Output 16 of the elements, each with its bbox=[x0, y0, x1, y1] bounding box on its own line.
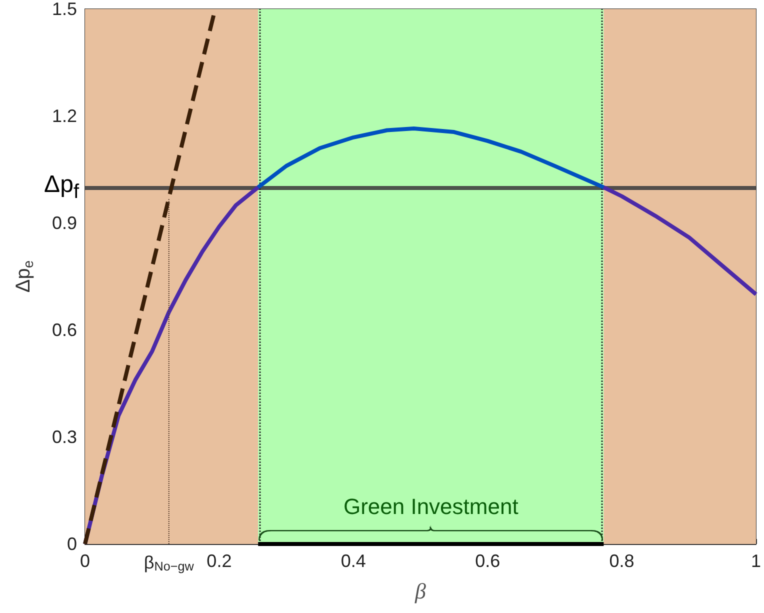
y-tick-label: 0 bbox=[66, 534, 77, 554]
y-tick-label: 0.9 bbox=[52, 213, 77, 233]
band-label: Green Investment bbox=[343, 494, 518, 520]
ref-line-label: Δp$_{f}$ bbox=[44, 171, 79, 206]
x-tick-label: 0.2 bbox=[206, 551, 232, 571]
y-axis-title: Δpe bbox=[12, 260, 36, 293]
x-tick-label: 1 bbox=[750, 551, 761, 571]
x-axis-title: β bbox=[414, 578, 426, 604]
x-tick-label: 0.8 bbox=[609, 551, 634, 571]
y-tick-label: 0.6 bbox=[52, 320, 77, 340]
x-tick-label: 0.4 bbox=[340, 551, 366, 571]
y-tick-label: 1.5 bbox=[52, 0, 77, 19]
x-tick-label: 0 bbox=[80, 551, 90, 571]
y-tick-label: 1.2 bbox=[52, 106, 77, 126]
y-tick-label: 0.3 bbox=[52, 427, 77, 447]
x-tick-label: 0.6 bbox=[475, 551, 500, 571]
